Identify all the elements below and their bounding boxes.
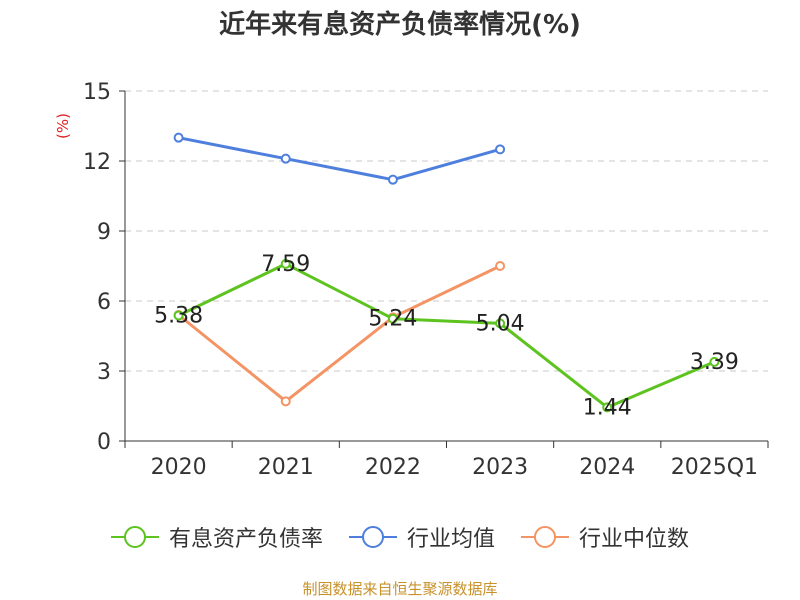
data-point (173, 132, 184, 143)
data-label: 1.44 (583, 395, 632, 420)
data-label: 3.39 (690, 350, 739, 375)
data-point (495, 318, 506, 329)
y-tick-label: 0 (97, 430, 111, 455)
legend-item: 行业中位数 (521, 521, 689, 553)
data-point (387, 313, 398, 324)
series-line (177, 262, 715, 409)
data-point (173, 310, 184, 321)
legend-label: 行业中位数 (579, 527, 690, 552)
data-label: 5.04 (476, 311, 525, 336)
data-point (280, 396, 291, 407)
x-tick-label: 2023 (472, 455, 528, 480)
x-tick-label: 2021 (258, 455, 314, 480)
legend-item: 行业均值 (348, 521, 495, 553)
series-line (178, 136, 501, 182)
data-point (387, 174, 398, 185)
y-tick-label: 12 (83, 150, 111, 175)
line-chart: 0 3 6 9 12 15 2020 2021 2022 2023 2024 2025Q1 (%) 5.3… (54, 80, 769, 480)
y-tick-label: 9 (97, 220, 111, 245)
data-label: 7.59 (261, 252, 310, 277)
legend-label: 有息资产负债率 (168, 527, 323, 552)
legend-label: 行业均值 (406, 527, 495, 552)
legend-item: 有息资产负债率 (110, 521, 323, 553)
data-point (602, 402, 613, 413)
data-source-note: 制图数据来自恒生聚源数据库 (302, 580, 498, 598)
chart-legend: 有息资产负债率 行业均值 行业中位数 (0, 520, 800, 554)
x-tick-label: 2020 (151, 455, 207, 480)
y-axis-label: (%) (54, 113, 72, 139)
data-point (280, 153, 291, 164)
data-point (495, 261, 506, 271)
legend-marker (348, 526, 397, 548)
data-point (280, 258, 291, 269)
y-tick-label: 3 (97, 360, 111, 385)
chart-title: 近年来有息资产负债率情况(%) (219, 10, 581, 40)
data-label: 5.38 (154, 303, 203, 328)
data-label: 5.24 (368, 307, 417, 332)
y-tick-label: 15 (83, 80, 111, 105)
y-tick-label: 6 (97, 290, 111, 315)
x-tick-label: 2024 (579, 455, 635, 480)
data-point (495, 144, 506, 155)
data-point (709, 356, 720, 367)
legend-marker (110, 526, 159, 548)
x-tick-label: 2022 (365, 455, 421, 480)
series-line (177, 264, 501, 403)
x-tick-label: 2025Q1 (671, 455, 758, 480)
legend-marker (521, 526, 569, 548)
